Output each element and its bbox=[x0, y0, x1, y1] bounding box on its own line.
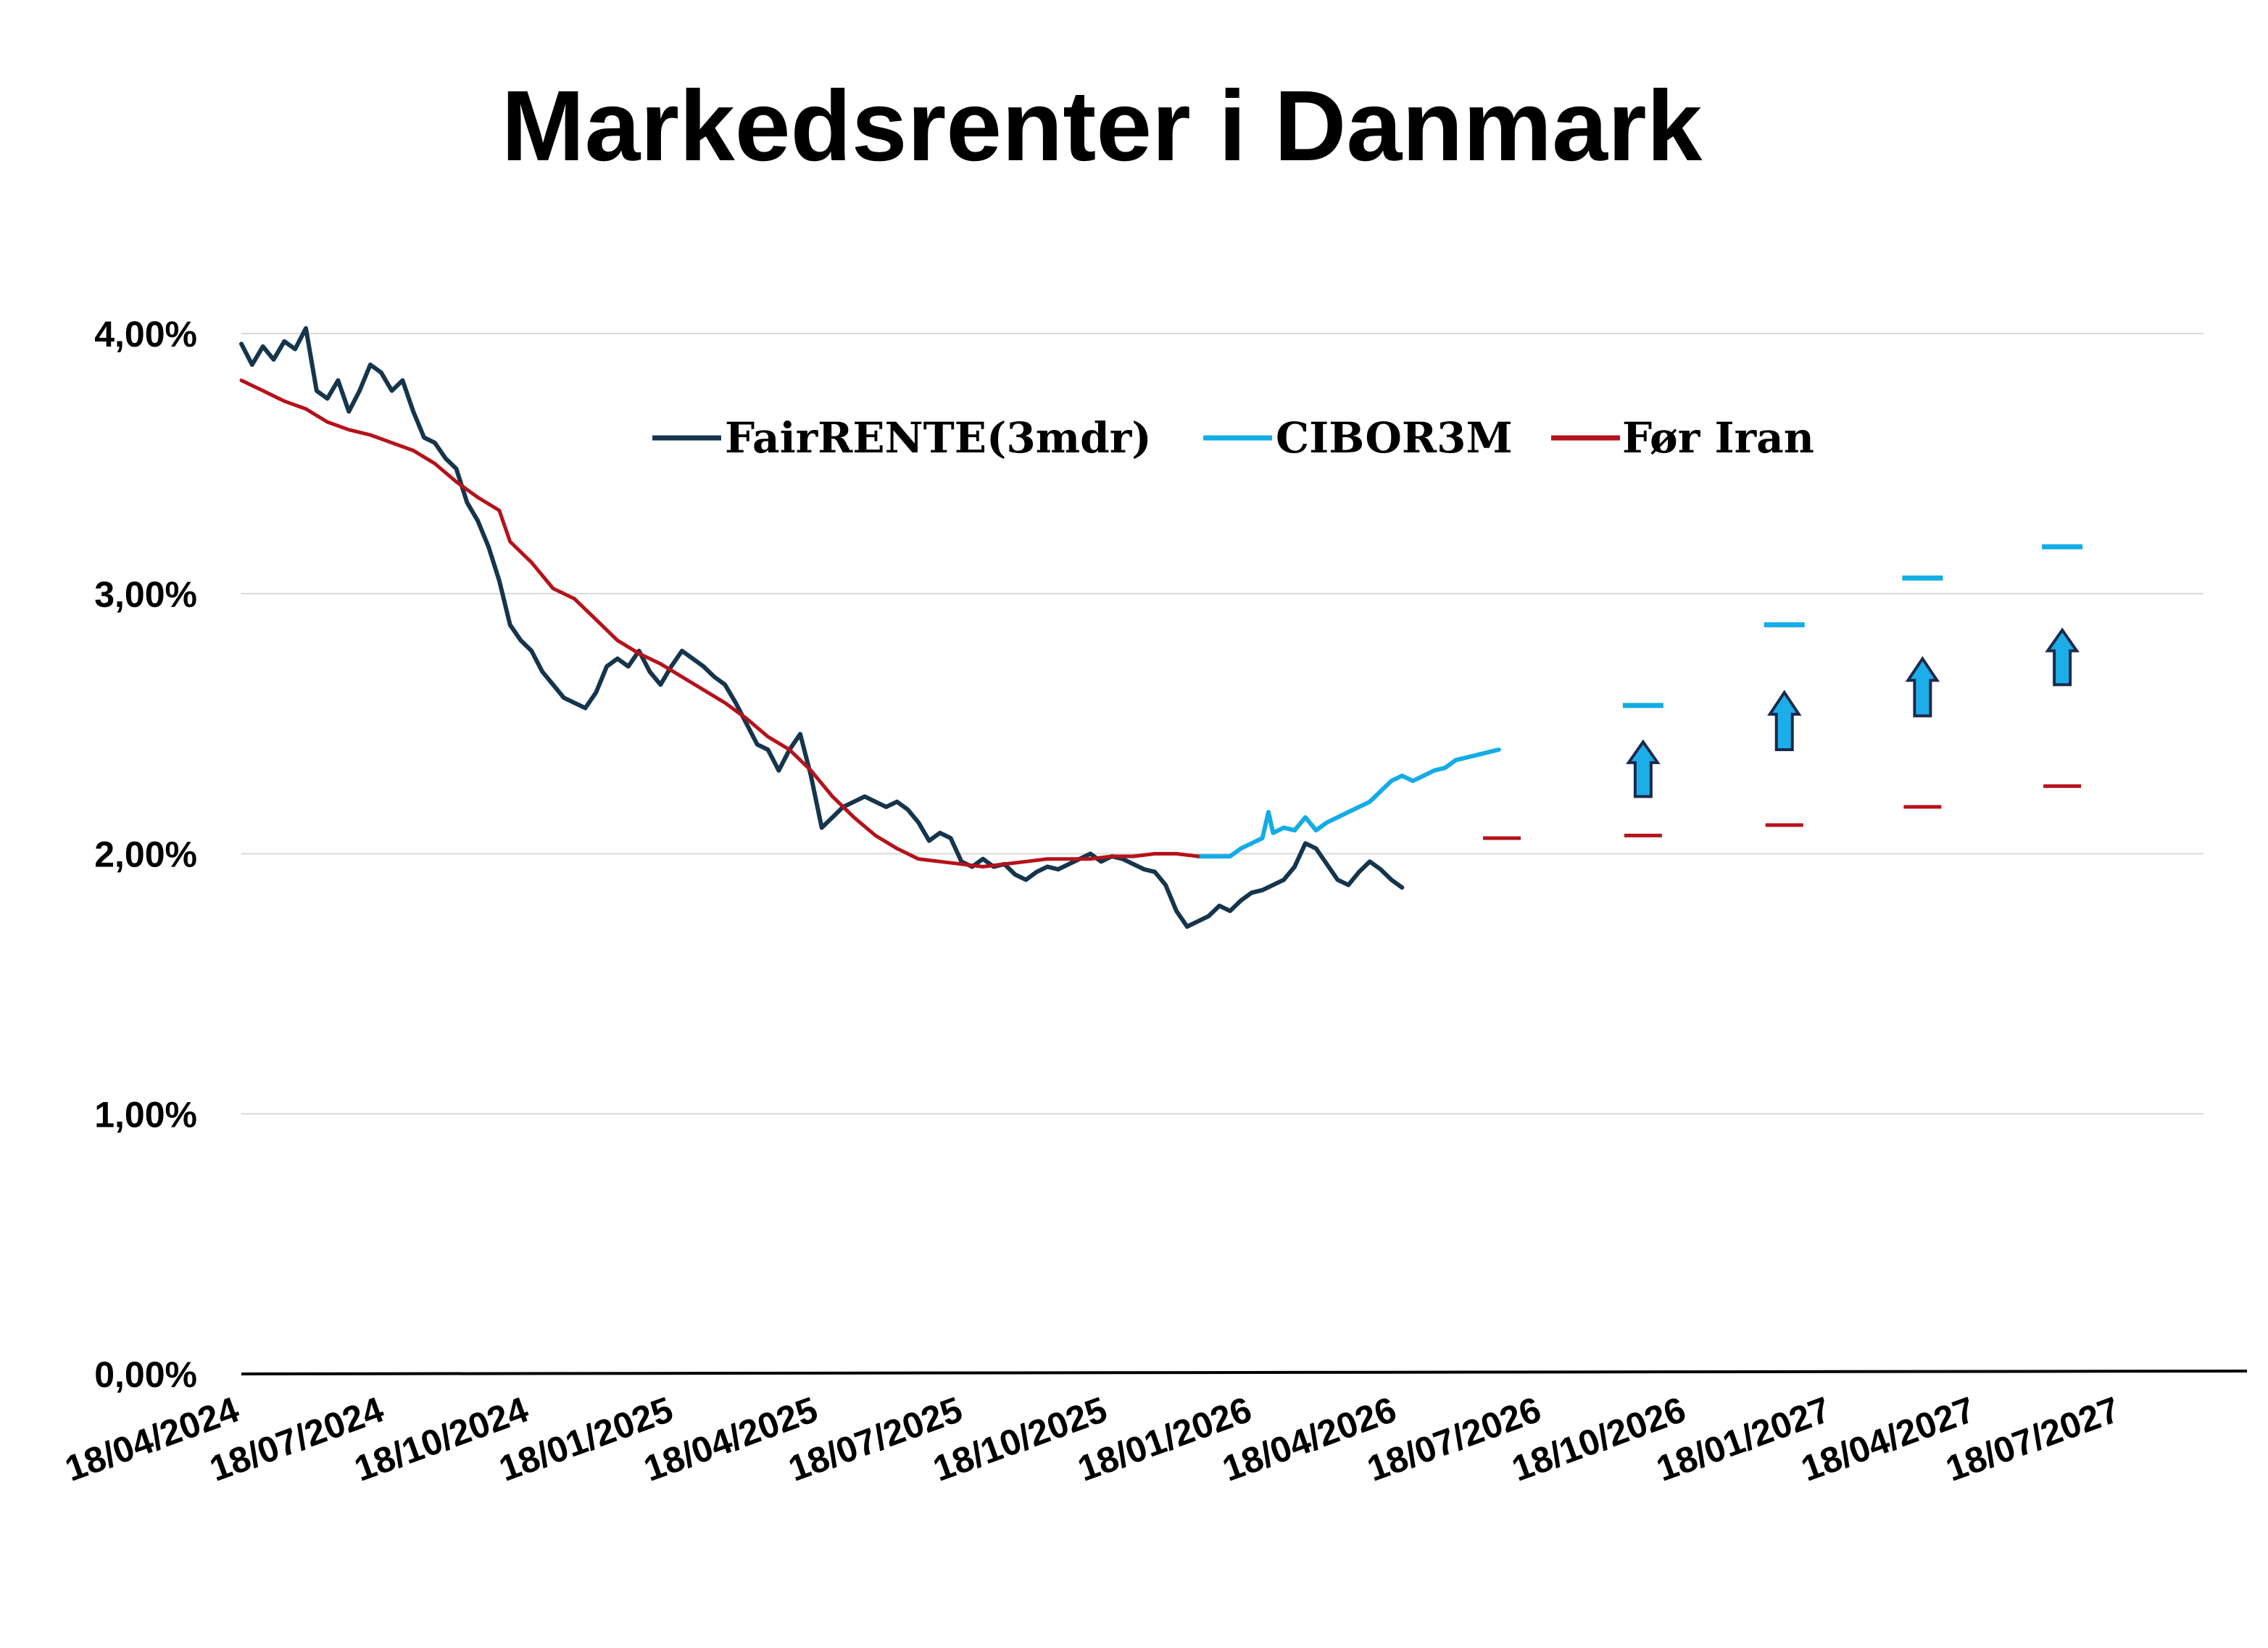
legend-label: FairRENTE(3mdr) bbox=[725, 413, 1152, 463]
legend-label: CIBOR3M bbox=[1276, 413, 1513, 463]
legend-label: Før Iran bbox=[1622, 413, 1814, 463]
gridlines bbox=[241, 333, 2203, 1115]
up-arrow-icon bbox=[2045, 627, 2080, 687]
up-arrow-icon bbox=[1767, 690, 1802, 751]
legend: FairRENTE(3mdr) CIBOR3M Før Iran bbox=[652, 413, 1814, 463]
y-axis-ticks: 0,00% 1,00% 2,00% 3,00% 4,00% bbox=[94, 314, 197, 1395]
up-arrow-icon bbox=[1905, 655, 1940, 718]
forecast-markers bbox=[1483, 544, 2083, 840]
up-arrow-icon bbox=[1626, 739, 1661, 798]
series-line bbox=[239, 326, 1405, 929]
y-tick-label: 2,00% bbox=[94, 835, 197, 875]
y-tick-label: 0,00% bbox=[94, 1354, 197, 1395]
chart-title: Markedsrenter i Danmark bbox=[501, 70, 1703, 182]
x-axis-line bbox=[241, 1370, 2248, 1375]
x-axis bbox=[241, 1370, 2248, 1375]
y-tick-label: 3,00% bbox=[94, 574, 197, 615]
series-line bbox=[1195, 748, 1501, 859]
y-tick-label: 1,00% bbox=[94, 1094, 197, 1135]
x-axis-ticks: 18/04/202418/07/202418/10/202418/01/2025… bbox=[59, 1389, 2124, 1489]
y-tick-label: 4,00% bbox=[94, 314, 197, 355]
series-line bbox=[239, 378, 1200, 869]
series-lines bbox=[239, 326, 1501, 929]
